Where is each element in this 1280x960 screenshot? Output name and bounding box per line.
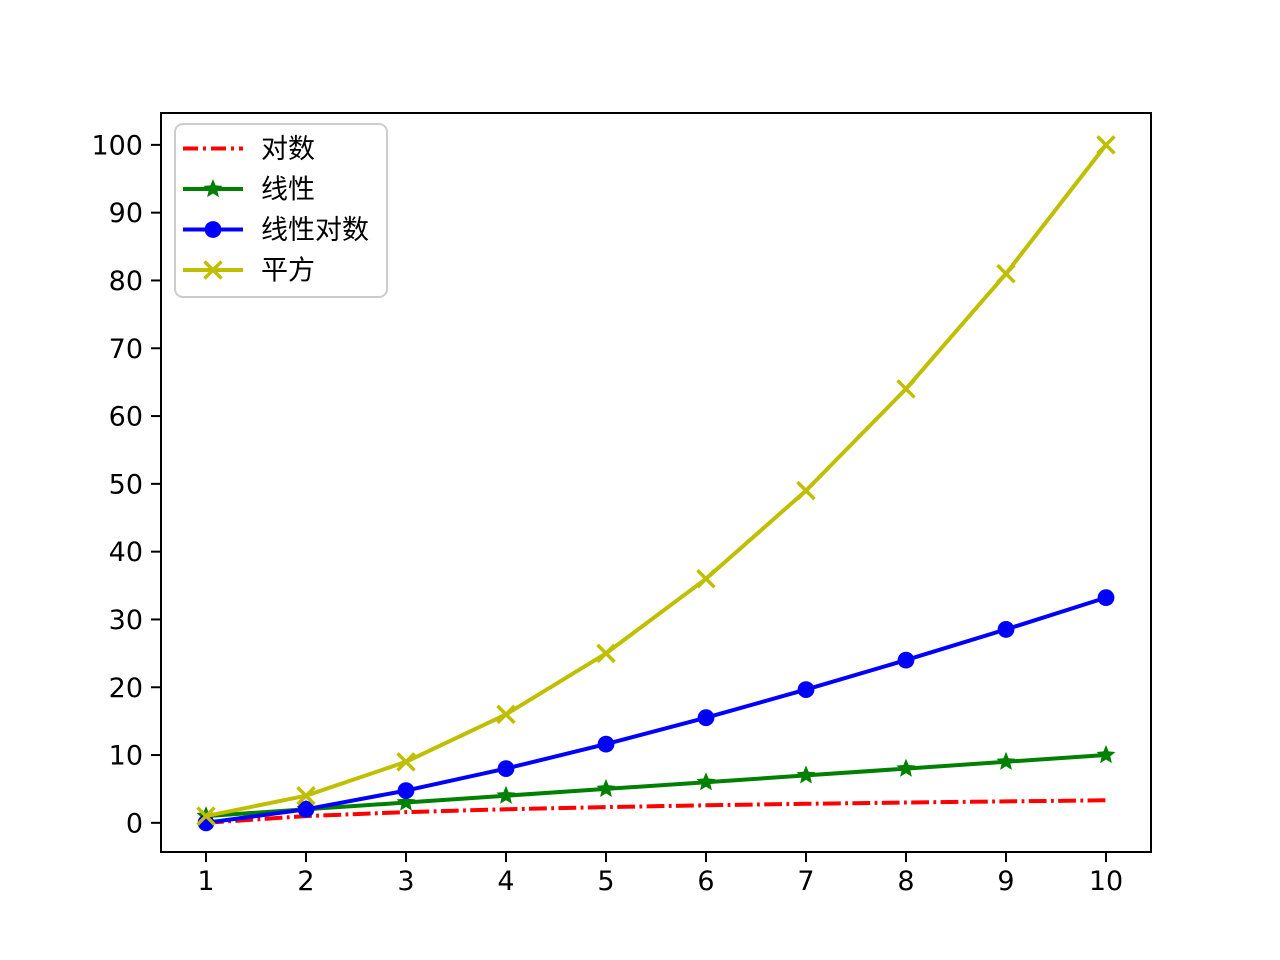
series-square-line [205,143,1108,819]
x-marker [1096,135,1116,155]
legend-item-linearlog: 线性对数 [183,215,369,246]
series-log-line [205,798,1107,825]
x-tick-label: 7 [797,866,814,897]
x-marker [396,752,416,772]
x-axis: 1 2 3 4 5 6 7 8 9 10 [197,852,1123,897]
y-tick-label: 60 [109,402,143,433]
y-tick-label: 10 [109,741,143,772]
y-tick-label: 80 [109,266,143,297]
y-axis: 0 10 20 30 40 50 60 70 80 90 100 [91,130,161,839]
circle-marker [697,709,715,727]
x-tick-label: 5 [597,866,614,897]
legend-label-linearlog: 线性对数 [261,215,369,246]
star-marker [796,765,816,784]
x-tick-label: 9 [997,866,1014,897]
y-tick-label: 70 [109,334,143,365]
y-tick-label: 30 [109,605,143,636]
x-marker [203,260,223,280]
star-marker [1096,745,1116,764]
star-marker [696,772,716,791]
circle-marker [297,800,315,818]
series-linearlog-markers [197,589,1115,832]
series-square [196,135,1116,826]
x-marker [896,379,916,399]
series-linear-line [205,753,1107,819]
axes-spines [160,112,1152,853]
x-marker [496,704,516,725]
x-marker [796,480,816,501]
series-linearlog-line [205,595,1107,825]
x-tick-label: 4 [497,866,514,897]
legend-item-linear: 线性 [183,175,315,206]
star-marker [996,751,1016,770]
x-tick-label: 10 [1089,866,1123,897]
y-tick-label: 20 [109,673,143,704]
legend-box [174,123,388,298]
star-marker [596,778,616,797]
y-tick-label: 40 [109,537,143,568]
x-tick-label: 8 [897,866,914,897]
circle-marker [1097,589,1115,607]
circle-marker [497,760,515,778]
circle-marker [397,782,415,800]
star-marker [896,758,916,777]
y-tick-label: 50 [109,469,143,500]
x-tick-label: 1 [197,866,214,897]
circle-marker [797,681,815,699]
x-tick-label: 6 [697,866,714,897]
legend-label-linear: 线性 [261,175,315,206]
x-marker [296,785,316,806]
legend-label-square: 平方 [261,256,315,287]
x-tick-label: 2 [297,866,314,897]
circle-marker [897,651,915,669]
star-marker [496,785,516,804]
star-marker [396,792,416,811]
legend-label-log: 对数 [261,134,315,165]
star-marker [203,179,223,198]
circle-marker [204,221,222,238]
x-marker [196,806,216,826]
x-marker [996,263,1016,284]
x-marker [596,643,616,664]
y-tick-label: 90 [109,198,143,229]
legend-item-square: 平方 [183,256,315,287]
legend-item-log: 对数 [183,134,315,165]
series-linearlog [197,589,1115,832]
series-square-markers [196,135,1116,826]
circle-marker [997,621,1015,638]
y-tick-label: 0 [126,808,143,839]
x-marker [696,569,716,589]
series-log [205,798,1107,825]
x-tick-label: 3 [397,866,414,897]
y-tick-label: 100 [91,130,143,161]
circle-marker [597,735,615,753]
